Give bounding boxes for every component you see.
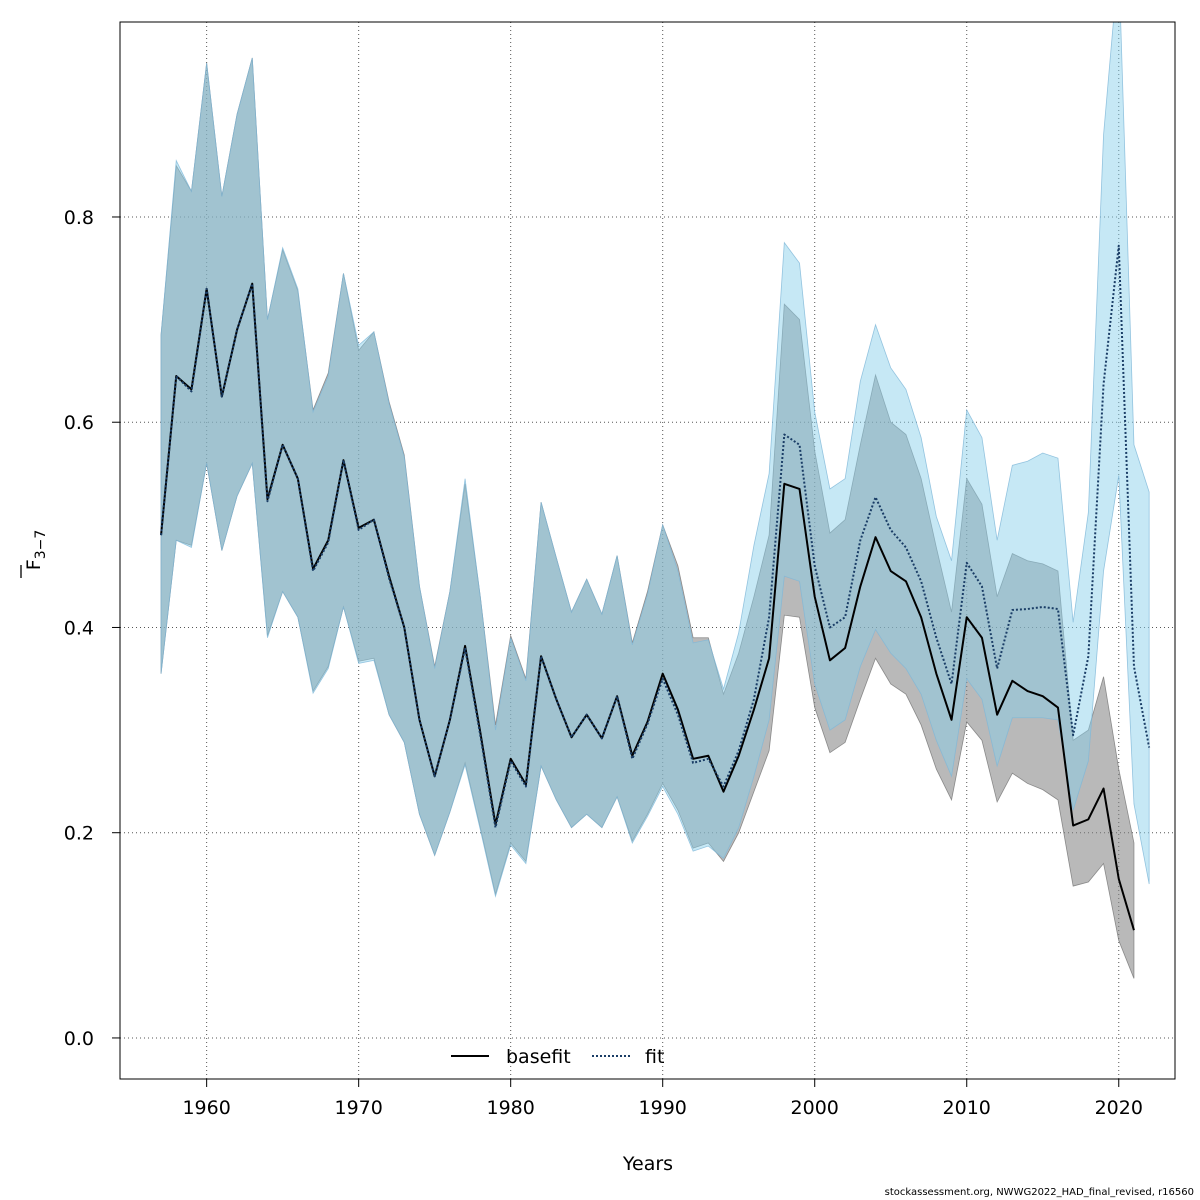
legend: basefit fit xyxy=(451,1046,664,1068)
x-tick-label: 1980 xyxy=(487,1097,535,1119)
line-fit xyxy=(160,244,1151,829)
svg-text:F3−7: F3−7 xyxy=(23,530,49,570)
y-axis: 0.0 0.2 0.4 0.6 0.8 xyxy=(64,207,120,1050)
series-lines xyxy=(160,244,1151,931)
y-tick-label: 0.2 xyxy=(64,823,94,845)
y-tick-label: 0.0 xyxy=(64,1028,94,1050)
y-axis-title-main: F xyxy=(23,559,45,570)
x-tick-label: 1970 xyxy=(334,1097,382,1119)
x-tick-label: 1990 xyxy=(639,1097,687,1119)
footer-credit: stockassessment.org, NWWG2022_HAD_final_… xyxy=(884,1187,1194,1198)
y-tick-label: 0.4 xyxy=(64,617,94,639)
x-tick-label: 2010 xyxy=(943,1097,991,1119)
x-tick-label: 1960 xyxy=(182,1097,230,1119)
x-tick-label: 2000 xyxy=(791,1097,839,1119)
x-axis: 1960 1970 1980 1990 2000 2010 2020 xyxy=(182,1079,1143,1119)
y-tick-label: 0.6 xyxy=(64,412,94,434)
band-fit xyxy=(160,22,1150,898)
legend-label-basefit: basefit xyxy=(506,1046,571,1068)
y-axis-title-subscript: 3−7 xyxy=(33,530,49,560)
y-axis-title: F3−7 xyxy=(20,530,49,578)
x-axis-title: Years xyxy=(622,1153,673,1175)
plot-frame xyxy=(119,21,1176,1080)
y-tick-label: 0.8 xyxy=(64,207,94,229)
legend-label-fit: fit xyxy=(645,1046,664,1068)
x-tick-label: 2020 xyxy=(1095,1097,1143,1119)
